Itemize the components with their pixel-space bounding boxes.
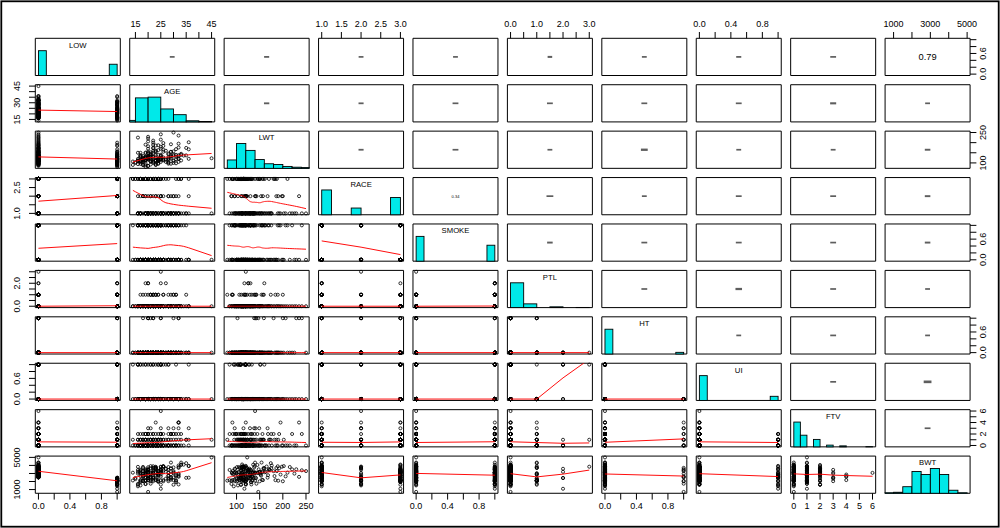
svg-text:1: 1 bbox=[804, 501, 809, 511]
svg-text:15: 15 bbox=[130, 19, 140, 29]
svg-text:2.0: 2.0 bbox=[557, 19, 570, 29]
svg-text:HT: HT bbox=[639, 319, 650, 328]
svg-text:1000: 1000 bbox=[12, 480, 22, 500]
svg-text:1.0: 1.0 bbox=[315, 19, 328, 29]
svg-text:0.6: 0.6 bbox=[978, 233, 988, 246]
svg-text:1.0: 1.0 bbox=[531, 19, 544, 29]
svg-text:0.8: 0.8 bbox=[662, 501, 675, 511]
svg-text:35: 35 bbox=[181, 19, 191, 29]
svg-text:0: 0 bbox=[791, 501, 796, 511]
svg-text:100: 100 bbox=[229, 501, 244, 511]
svg-text:0.6: 0.6 bbox=[12, 372, 22, 385]
svg-text:1000: 1000 bbox=[884, 19, 904, 29]
svg-text:5000: 5000 bbox=[957, 19, 977, 29]
svg-text:0.6: 0.6 bbox=[978, 326, 988, 339]
svg-text:0: 0 bbox=[978, 443, 988, 448]
svg-text:0.0: 0.0 bbox=[978, 254, 988, 267]
svg-text:2.0: 2.0 bbox=[12, 277, 22, 290]
svg-text:0.0: 0.0 bbox=[410, 501, 423, 511]
svg-text:250: 250 bbox=[298, 501, 313, 511]
svg-text:1.0: 1.0 bbox=[12, 207, 22, 220]
svg-text:2.5: 2.5 bbox=[374, 19, 387, 29]
svg-text:2: 2 bbox=[978, 431, 988, 436]
svg-text:0.0: 0.0 bbox=[12, 300, 22, 313]
svg-text:PTL: PTL bbox=[543, 273, 558, 282]
svg-text:30: 30 bbox=[12, 98, 22, 108]
svg-text:0.4: 0.4 bbox=[630, 501, 643, 511]
svg-text:FTV: FTV bbox=[826, 412, 841, 421]
svg-text:LOW: LOW bbox=[69, 41, 87, 50]
svg-text:0.4: 0.4 bbox=[64, 501, 77, 511]
svg-text:LWT: LWT bbox=[259, 133, 275, 142]
svg-text:0.0: 0.0 bbox=[32, 501, 45, 511]
svg-text:25: 25 bbox=[156, 19, 166, 29]
svg-text:0.79: 0.79 bbox=[919, 52, 937, 62]
svg-text:0.34: 0.34 bbox=[452, 194, 461, 199]
svg-text:6: 6 bbox=[978, 408, 988, 413]
svg-text:0.4: 0.4 bbox=[725, 19, 738, 29]
svg-text:2.5: 2.5 bbox=[12, 181, 22, 194]
svg-text:3000: 3000 bbox=[920, 19, 940, 29]
svg-text:45: 45 bbox=[207, 19, 217, 29]
svg-text:1.5: 1.5 bbox=[335, 19, 348, 29]
svg-text:6: 6 bbox=[870, 501, 875, 511]
svg-text:150: 150 bbox=[252, 501, 267, 511]
svg-text:4: 4 bbox=[844, 501, 849, 511]
svg-text:2.0: 2.0 bbox=[355, 19, 368, 29]
svg-text:4: 4 bbox=[978, 420, 988, 425]
svg-text:3: 3 bbox=[831, 501, 836, 511]
svg-text:0.4: 0.4 bbox=[441, 501, 454, 511]
svg-text:15: 15 bbox=[12, 114, 22, 124]
svg-text:0.0: 0.0 bbox=[599, 501, 612, 511]
svg-text:SMOKE: SMOKE bbox=[442, 226, 470, 235]
svg-text:0.0: 0.0 bbox=[978, 68, 988, 81]
svg-text:AGE: AGE bbox=[164, 87, 180, 96]
svg-text:0.0: 0.0 bbox=[12, 393, 22, 406]
svg-text:250: 250 bbox=[978, 125, 988, 140]
svg-text:UI: UI bbox=[735, 366, 743, 375]
svg-text:2: 2 bbox=[817, 501, 822, 511]
svg-text:3.0: 3.0 bbox=[394, 19, 407, 29]
svg-text:5000: 5000 bbox=[12, 447, 22, 467]
svg-text:3.0: 3.0 bbox=[583, 19, 596, 29]
svg-text:0.0: 0.0 bbox=[504, 19, 517, 29]
svg-text:0.8: 0.8 bbox=[473, 501, 486, 511]
svg-text:0.8: 0.8 bbox=[756, 19, 769, 29]
svg-text:0.0: 0.0 bbox=[693, 19, 706, 29]
svg-text:BWT: BWT bbox=[919, 458, 936, 467]
svg-text:45: 45 bbox=[12, 81, 22, 91]
svg-text:200: 200 bbox=[275, 501, 290, 511]
svg-text:0.6: 0.6 bbox=[978, 47, 988, 60]
svg-text:0.0: 0.0 bbox=[978, 346, 988, 359]
svg-text:RACE: RACE bbox=[350, 180, 371, 189]
svg-text:100: 100 bbox=[978, 155, 988, 170]
svg-text:5: 5 bbox=[857, 501, 862, 511]
svg-text:0.8: 0.8 bbox=[95, 501, 108, 511]
